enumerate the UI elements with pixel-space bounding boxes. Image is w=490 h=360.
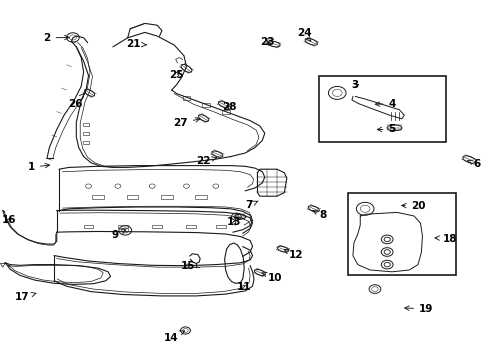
Bar (202, 103, 210, 107)
Bar (187, 225, 196, 228)
Bar (183, 96, 191, 100)
Text: 15: 15 (181, 261, 195, 271)
Text: 25: 25 (170, 69, 184, 80)
Text: 19: 19 (405, 304, 434, 314)
Text: 28: 28 (222, 102, 237, 112)
Text: 5: 5 (377, 124, 396, 134)
Bar (161, 195, 173, 199)
Bar (83, 123, 89, 126)
Text: 18: 18 (435, 234, 457, 244)
Text: 26: 26 (68, 94, 84, 109)
Text: 4: 4 (375, 99, 396, 109)
Text: 12: 12 (284, 249, 303, 260)
Text: 3: 3 (352, 80, 359, 90)
Text: 13: 13 (227, 217, 242, 227)
Text: 20: 20 (402, 201, 425, 211)
Text: 24: 24 (296, 28, 311, 41)
Bar (152, 225, 162, 228)
Text: 7: 7 (245, 200, 258, 210)
Bar (83, 141, 89, 144)
Text: 27: 27 (173, 118, 200, 128)
Text: 9: 9 (112, 230, 126, 240)
Text: 11: 11 (237, 282, 251, 292)
Bar (83, 132, 89, 135)
Text: 10: 10 (262, 273, 282, 283)
Text: 8: 8 (313, 210, 326, 220)
Text: 16: 16 (2, 215, 17, 225)
Text: 2: 2 (43, 33, 69, 43)
Bar (118, 225, 128, 228)
Bar (127, 195, 139, 199)
Text: 6: 6 (467, 159, 480, 169)
Bar (216, 225, 225, 228)
Text: 1: 1 (27, 162, 49, 172)
Bar (84, 225, 94, 228)
Text: 22: 22 (196, 156, 217, 166)
Text: 17: 17 (15, 292, 36, 302)
Bar (93, 195, 104, 199)
Text: 21: 21 (126, 39, 147, 49)
Bar (221, 110, 229, 114)
Text: 14: 14 (164, 331, 185, 343)
Bar (196, 195, 207, 199)
Bar (318, 76, 446, 142)
Text: 23: 23 (260, 37, 274, 48)
Bar (348, 193, 456, 275)
